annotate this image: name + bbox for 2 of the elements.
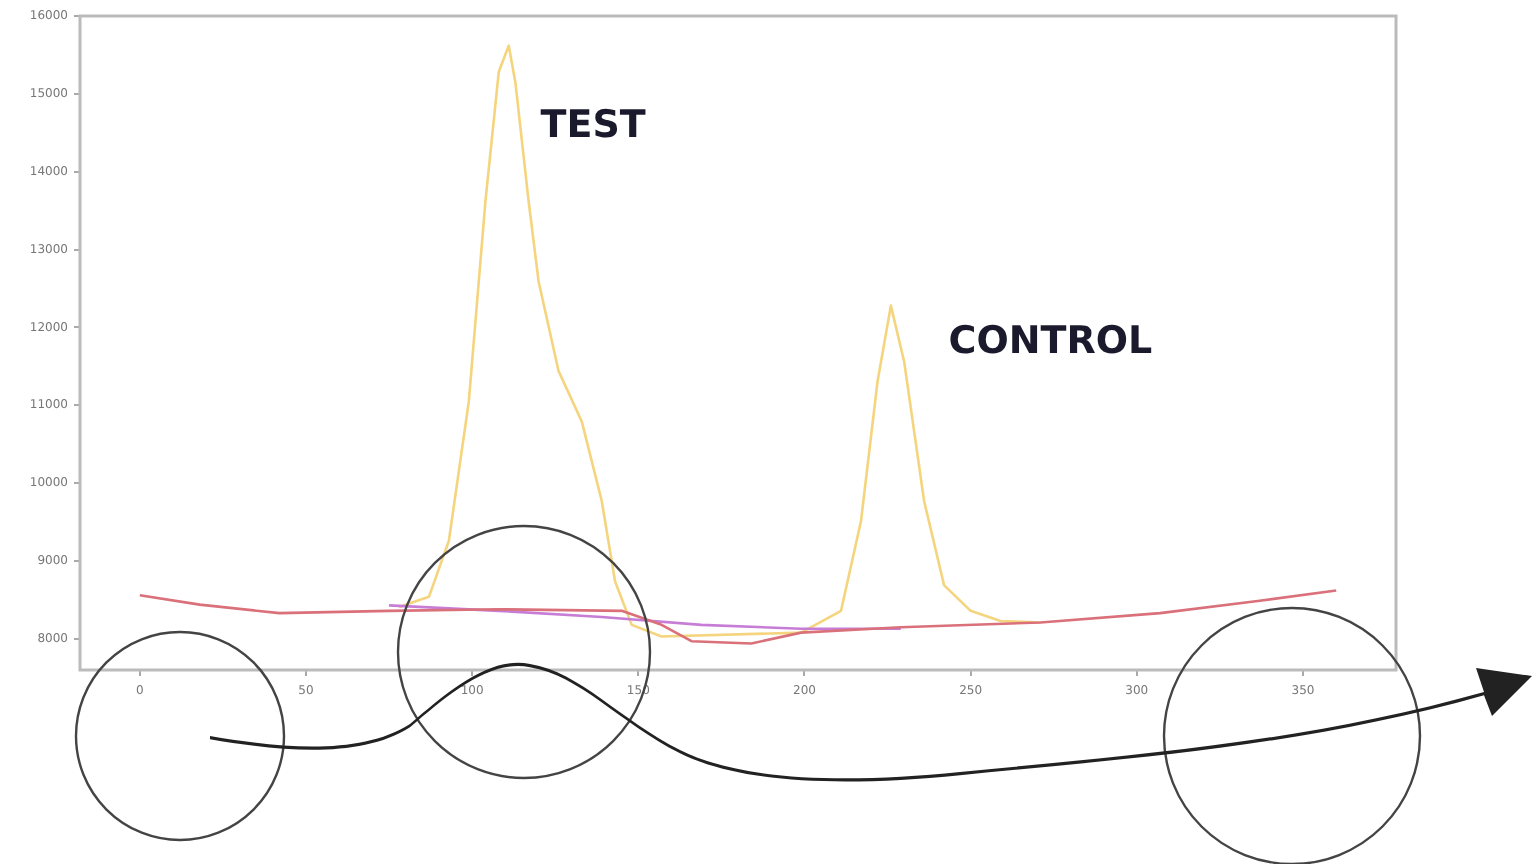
annotation: CONTROL: [948, 318, 1153, 363]
annotation: TEST: [540, 103, 646, 148]
